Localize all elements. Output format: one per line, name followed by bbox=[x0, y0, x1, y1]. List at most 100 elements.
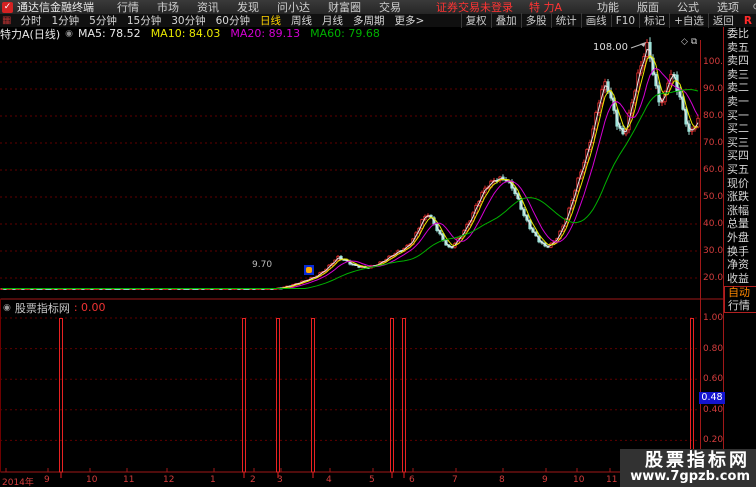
quote-row-2[interactable]: 卖四 bbox=[727, 54, 749, 68]
date-label-15: 11 bbox=[606, 475, 618, 485]
menu-right-item-2[interactable]: 公式 bbox=[677, 1, 700, 14]
indicator-tick-1: 0.80 bbox=[703, 343, 724, 354]
menu-item-6[interactable]: 交易 bbox=[379, 1, 401, 14]
toolbar-button-8[interactable]: 返回 bbox=[707, 13, 738, 28]
period-tab-10[interactable]: 更多> bbox=[394, 15, 425, 27]
price-tick-8: 20.00 bbox=[703, 273, 729, 283]
price-annotation-1: 9.70 bbox=[252, 260, 273, 270]
period-tab-1[interactable]: 1分钟 bbox=[51, 15, 80, 27]
period-tab-9[interactable]: 多周期 bbox=[352, 15, 385, 27]
quote-row-6[interactable]: 买一 bbox=[727, 108, 749, 122]
indicator-tick-4: 0.20 bbox=[703, 435, 724, 446]
date-label-12: 8 bbox=[499, 475, 505, 485]
date-label-9: 5 bbox=[369, 475, 375, 485]
toolbar-button-5[interactable]: F10 bbox=[610, 14, 639, 27]
price-tick-3: 70.00 bbox=[703, 138, 729, 148]
indicator-value: : 0.00 bbox=[73, 301, 106, 314]
quote-row-18[interactable]: 收益 bbox=[727, 271, 749, 285]
ma-value-1: MA10: 84.03 bbox=[150, 27, 221, 40]
period-tab-6[interactable]: 日线 bbox=[259, 15, 281, 27]
toolbar-button-4[interactable]: 画线 bbox=[580, 13, 611, 28]
period-tab-7[interactable]: 周线 bbox=[290, 15, 312, 27]
date-label-4: 12 bbox=[163, 475, 175, 485]
menu-item-4[interactable]: 问小达 bbox=[277, 1, 310, 14]
stock-title: 特力A(日线) bbox=[0, 27, 61, 41]
menu-right: 功能 版面 公式 选项 bbox=[588, 0, 748, 15]
indicator-tick-2: 0.60 bbox=[703, 374, 724, 385]
period-tab-3[interactable]: 15分钟 bbox=[126, 15, 162, 27]
date-label-7: 3 bbox=[277, 475, 283, 485]
period-tab-8[interactable]: 月线 bbox=[321, 15, 343, 27]
quote-row-15[interactable]: 外盘 bbox=[727, 230, 749, 244]
quote-row-17[interactable]: 净资 bbox=[727, 258, 749, 272]
date-label-14: 10 bbox=[573, 475, 585, 485]
circle-toggle-icon[interactable]: ◉ bbox=[65, 28, 73, 39]
watermark: 股票指标网 www.7gpzb.com bbox=[620, 449, 756, 487]
diamond-icon[interactable]: ◇ bbox=[681, 37, 691, 47]
period-toolbar: ▦ 分时 1分钟 5分钟 15分钟 30分钟 60分钟 日线 周线 月线 多周期 更多> 复权 叠加多… bbox=[0, 13, 756, 28]
toolbar-button-1[interactable]: 叠加 bbox=[490, 13, 521, 28]
refresh-icon[interactable]: ⟳ bbox=[753, 2, 756, 13]
quote-row-11[interactable]: 现价 bbox=[727, 176, 749, 190]
layout-icon[interactable]: ▦ bbox=[2, 15, 12, 26]
period-tab-0[interactable]: 分时 bbox=[20, 15, 42, 27]
period-tab-5[interactable]: 60分钟 bbox=[215, 15, 250, 27]
period-tabs: 分时 1分钟 5分钟 15分钟 30分钟 60分钟 日线 周线 月线 多周期 更多> bbox=[15, 13, 429, 28]
circle-toggle-icon[interactable]: ◉ bbox=[3, 302, 11, 313]
indicator-name[interactable]: 股票指标网 bbox=[14, 301, 70, 315]
quote-row-12[interactable]: 涨跌 bbox=[727, 190, 749, 204]
rights-badge[interactable]: R bbox=[743, 14, 752, 27]
quote-row-16[interactable]: 换手 bbox=[727, 244, 749, 258]
price-tick-6: 40.00 bbox=[703, 219, 729, 229]
signal-marker-icon bbox=[304, 265, 314, 275]
app-logo-icon[interactable]: ✓ bbox=[2, 1, 13, 13]
quote-row-14[interactable]: 总量 bbox=[727, 217, 749, 231]
period-tab-4[interactable]: 30分钟 bbox=[171, 15, 206, 27]
menu-item-1[interactable]: 市场 bbox=[157, 1, 179, 14]
ma-value-0: MA5: 78.52 bbox=[77, 27, 141, 40]
price-annotation-0: 108.00 bbox=[593, 42, 628, 53]
date-label-3: 11 bbox=[123, 475, 135, 485]
watermark-url: www.7gpzb.com bbox=[630, 469, 750, 484]
indicator-header: ◉ 股票指标网 : 0.00 bbox=[3, 301, 106, 315]
main-menu: 行情 市场 资讯 发现 问小达 财富圈 交易 bbox=[108, 0, 410, 15]
menu-item-3[interactable]: 发现 bbox=[237, 1, 259, 14]
quote-row-9[interactable]: 买四 bbox=[727, 149, 749, 163]
menubar: ✓ 通达信金融终端 行情 市场 资讯 发现 问小达 财富圈 交易 证券交易未登录 特 力A … bbox=[0, 0, 756, 14]
watermark-site-name: 股票指标网 bbox=[645, 450, 750, 471]
toolbar-buttons: 复权 叠加 多股 统计 画线 F10 标记 +自选 返回 bbox=[460, 13, 738, 28]
date-label-8: 4 bbox=[326, 475, 332, 485]
quote-row-4[interactable]: 卖二 bbox=[727, 81, 749, 95]
quote-row-1[interactable]: 卖五 bbox=[727, 40, 749, 54]
window-icon[interactable]: ⧉ bbox=[690, 37, 701, 47]
quote-row-5[interactable]: 卖一 bbox=[727, 94, 749, 108]
quote-row-7[interactable]: 买二 bbox=[727, 122, 749, 136]
date-label-10: 6 bbox=[409, 475, 415, 485]
toolbar-button-0[interactable]: 复权 bbox=[460, 13, 491, 28]
quote-row-13[interactable]: 涨幅 bbox=[727, 203, 749, 217]
toolbar-button-3[interactable]: 统计 bbox=[550, 13, 581, 28]
menu-right-item-3[interactable]: 选项 bbox=[717, 1, 740, 14]
quote-row-3[interactable]: 卖三 bbox=[727, 67, 749, 81]
menu-item-0[interactable]: 行情 bbox=[117, 1, 139, 14]
quote-row-8[interactable]: 买三 bbox=[727, 135, 749, 149]
period-tab-2[interactable]: 5分钟 bbox=[89, 15, 117, 27]
toolbar-button-6[interactable]: 标记 bbox=[639, 13, 669, 28]
quote-row-10[interactable]: 买五 bbox=[727, 162, 749, 176]
quote-bottom-1[interactable]: 行情 bbox=[728, 298, 750, 312]
price-tick-0: 100.0 bbox=[703, 57, 729, 67]
price-tick-1: 90.00 bbox=[703, 84, 729, 94]
quote-bottom-0[interactable]: 自动 bbox=[728, 286, 750, 300]
date-label-1: 9 bbox=[44, 475, 50, 485]
plot-corner-icons: ◇⧉ bbox=[681, 37, 700, 47]
quote-bottom-box: 自动 行情 bbox=[724, 286, 756, 314]
menu-right-item-0[interactable]: 功能 bbox=[597, 1, 620, 14]
menu-item-2[interactable]: 资讯 bbox=[197, 1, 219, 14]
toolbar-button-2[interactable]: 多股 bbox=[520, 13, 551, 28]
toolbar-button-7[interactable]: +自选 bbox=[669, 13, 708, 28]
menu-item-5[interactable]: 财富圈 bbox=[328, 1, 361, 14]
menu-right-item-1[interactable]: 版面 bbox=[637, 1, 660, 14]
quote-row-0[interactable]: 委比 bbox=[727, 27, 749, 40]
chart-title-bar: 特力A(日线) ◉ MA5: 78.52 MA10: 84.03 MA20: 89.… bbox=[0, 27, 720, 41]
